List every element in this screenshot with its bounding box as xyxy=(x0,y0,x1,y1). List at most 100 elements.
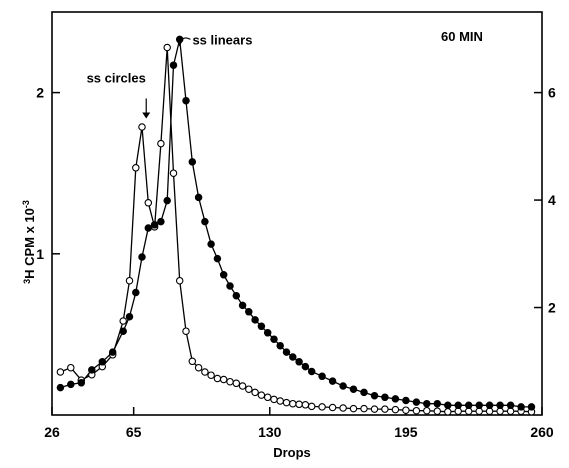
open-circle-point xyxy=(257,391,266,399)
y-axis-title-group: 3H CPM x 10-3 xyxy=(21,200,37,284)
filled-circle-point xyxy=(226,282,234,290)
filled-circle-point xyxy=(506,401,515,410)
open-circle-point xyxy=(138,123,146,131)
open-circle-point xyxy=(360,404,368,413)
annotation-ss-linears: ss linears xyxy=(192,32,252,47)
open-circle-point xyxy=(328,403,337,412)
x-tick-label: 26 xyxy=(44,424,60,440)
open-circle-point xyxy=(307,402,316,411)
filled-circle-point xyxy=(318,372,326,381)
open-circle-point xyxy=(144,199,153,207)
open-circle-point xyxy=(391,405,400,414)
open-circle-point xyxy=(219,375,228,384)
open-circle-point xyxy=(245,385,253,393)
chart-title: 60 MIN xyxy=(441,29,483,44)
series-filled-line xyxy=(60,39,532,408)
open-circle-point xyxy=(339,404,347,412)
open-circle-point xyxy=(182,327,190,335)
x-axis-title: Drops xyxy=(273,445,311,460)
filled-circle-point xyxy=(402,396,410,405)
filled-circle-point xyxy=(157,217,165,226)
y-axis-title: 3H CPM x 10-3 xyxy=(21,200,37,284)
open-circle-point xyxy=(169,169,178,177)
filled-circle-point xyxy=(360,388,368,397)
filled-circle-point xyxy=(270,335,278,343)
filled-circle-point xyxy=(188,158,197,166)
filled-circle-point xyxy=(289,353,297,361)
filled-circle-point xyxy=(282,348,291,356)
open-circle-point xyxy=(188,357,197,366)
open-circle-point xyxy=(423,406,431,415)
filled-circle-point xyxy=(517,403,525,411)
open-circle-point xyxy=(194,363,203,372)
annotation-arrow-head xyxy=(176,40,183,47)
filled-circle-point xyxy=(182,96,190,105)
filled-circle-point xyxy=(307,367,316,376)
filled-circle-point xyxy=(328,377,337,385)
open-circle-point xyxy=(201,368,209,376)
open-circle-point xyxy=(301,401,310,409)
filled-circle-point xyxy=(464,401,473,410)
y-axis-title-main: H CPM x 10 xyxy=(22,208,37,279)
y-left-tick-label: 1 xyxy=(36,246,44,262)
filled-circle-point xyxy=(232,291,241,300)
filled-circle-point xyxy=(444,401,452,410)
y-axis-title-sup-prefix: 3 xyxy=(22,279,32,284)
filled-circle-point xyxy=(276,341,284,350)
open-circle-point xyxy=(226,377,234,386)
filled-circle-point xyxy=(527,403,536,411)
open-circle-point xyxy=(370,405,379,413)
filled-circle-point xyxy=(169,61,178,69)
open-circle-point xyxy=(125,276,134,285)
series-layer xyxy=(56,35,536,416)
filled-circle-point xyxy=(295,358,303,366)
open-circle-point xyxy=(213,374,222,383)
x-tick-label: 130 xyxy=(258,424,282,440)
filled-circle-point xyxy=(138,253,146,261)
open-circle-point xyxy=(444,408,452,416)
y-right-tick-label: 6 xyxy=(548,85,556,101)
open-circle-point xyxy=(289,399,297,408)
filled-circle-point xyxy=(245,308,253,316)
filled-circle-point xyxy=(144,224,153,232)
open-circle-point xyxy=(207,371,215,379)
filled-circle-point xyxy=(454,401,462,410)
open-circle-point xyxy=(349,404,358,413)
open-circle-point xyxy=(412,406,421,415)
label-layer: 60 MIN Drops 3H CPM x 10-3 26 65 130 195 260… xyxy=(21,29,556,460)
filled-circle-point xyxy=(263,329,272,337)
filled-circle-point xyxy=(339,382,347,390)
filled-circle-point xyxy=(423,399,431,408)
open-circle-point xyxy=(56,368,65,376)
filled-circle-point xyxy=(67,380,75,389)
filled-circle-point xyxy=(207,240,215,248)
annotation-arrow-head xyxy=(142,112,151,119)
filled-circle-point xyxy=(125,312,134,321)
filled-circle-point xyxy=(238,301,247,310)
open-circle-point xyxy=(251,388,259,397)
filled-circle-point xyxy=(213,254,222,263)
filled-circle-point xyxy=(251,316,259,324)
filled-circle-point xyxy=(485,401,494,410)
open-circle-point xyxy=(238,382,247,390)
x-tick-label: 260 xyxy=(530,424,554,440)
x-tick-label: 195 xyxy=(394,424,418,440)
filled-circle-point xyxy=(475,401,483,410)
open-circle-point xyxy=(276,397,284,405)
filled-circle-point xyxy=(257,322,266,331)
annotation-ss-circles: ss circles xyxy=(87,70,146,85)
filled-circle-point xyxy=(381,393,389,402)
filled-circle-point xyxy=(194,193,203,202)
open-circle-point xyxy=(433,407,442,415)
open-circle-point xyxy=(270,395,278,404)
filled-circle-point xyxy=(163,196,171,205)
filled-circle-point xyxy=(219,271,228,279)
filled-circle-point xyxy=(119,327,127,335)
x-tick-label: 65 xyxy=(126,424,142,440)
open-circle-point xyxy=(381,405,389,413)
open-circle-point xyxy=(157,139,165,148)
open-circle-point xyxy=(132,164,140,172)
filled-circle-point xyxy=(433,399,442,408)
